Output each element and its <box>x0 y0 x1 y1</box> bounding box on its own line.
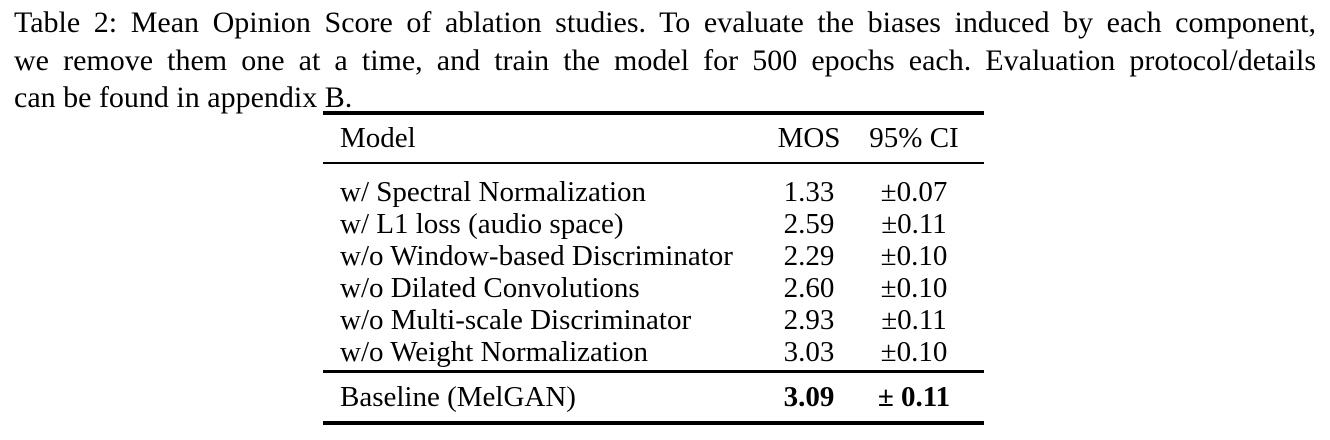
cell-mos: 2.60 <box>783 272 835 304</box>
cell-ci: ±0.11 <box>881 304 947 336</box>
cell-ci: ±0.11 <box>881 208 947 240</box>
cell-baseline-model: Baseline (MelGAN) <box>340 380 576 413</box>
baseline-row: Baseline (MelGAN) 3.09 ± 0.11 <box>323 373 984 421</box>
column-header-model: Model <box>340 122 416 154</box>
cell-mos: 2.59 <box>783 208 835 240</box>
column-header-ci: 95% CI <box>869 122 959 154</box>
cell-baseline-mos: 3.09 <box>783 380 835 413</box>
cell-ci: ±0.10 <box>880 336 948 368</box>
cell-ci: ±0.10 <box>880 272 948 304</box>
table-header-row: Model MOS 95% CI <box>323 115 984 164</box>
cell-mos: 2.29 <box>783 240 835 272</box>
cell-model: w/o Dilated Convolutions <box>340 272 640 304</box>
caption-line-1: Table 2: Mean Opinion Score of ablation … <box>14 6 1316 39</box>
table-row: w/o Multi-scale Discriminator 2.93 ±0.11 <box>323 304 984 336</box>
table-caption: Table 2: Mean Opinion Score of ablation … <box>14 4 1316 117</box>
cell-model: w/o Multi-scale Discriminator <box>340 304 692 336</box>
cell-model: w/o Window-based Discriminator <box>340 240 733 272</box>
ablation-results-table: Model MOS 95% CI w/ Spectral Normalizati… <box>323 111 984 425</box>
caption-line-3: can be found in appendix B. <box>14 81 353 114</box>
table-row: w/ Spectral Normalization 1.33 ±0.07 <box>323 176 984 208</box>
cell-model: w/o Weight Normalization <box>340 336 649 368</box>
table-body: w/ Spectral Normalization 1.33 ±0.07 w/ … <box>323 164 984 373</box>
cell-ci: ±0.07 <box>880 176 948 208</box>
table-row: w/o Dilated Convolutions 2.60 ±0.10 <box>323 272 984 304</box>
cell-mos: 1.33 <box>783 176 835 208</box>
table-row: w/o Window-based Discriminator 2.29 ±0.1… <box>323 240 984 272</box>
table-row: w/o Weight Normalization 3.03 ±0.10 <box>323 336 984 368</box>
table-row: w/ L1 loss (audio space) 2.59 ±0.11 <box>323 208 984 240</box>
cell-model: w/ Spectral Normalization <box>340 176 647 208</box>
column-header-mos: MOS <box>777 122 841 154</box>
cell-mos: 3.03 <box>783 336 835 368</box>
cell-model: w/ L1 loss (audio space) <box>340 208 624 240</box>
caption-line-2: we remove them one at a time, and train … <box>14 43 1316 77</box>
cell-mos: 2.93 <box>783 304 835 336</box>
cell-baseline-ci: ± 0.11 <box>877 380 951 413</box>
cell-ci: ±0.10 <box>880 240 948 272</box>
